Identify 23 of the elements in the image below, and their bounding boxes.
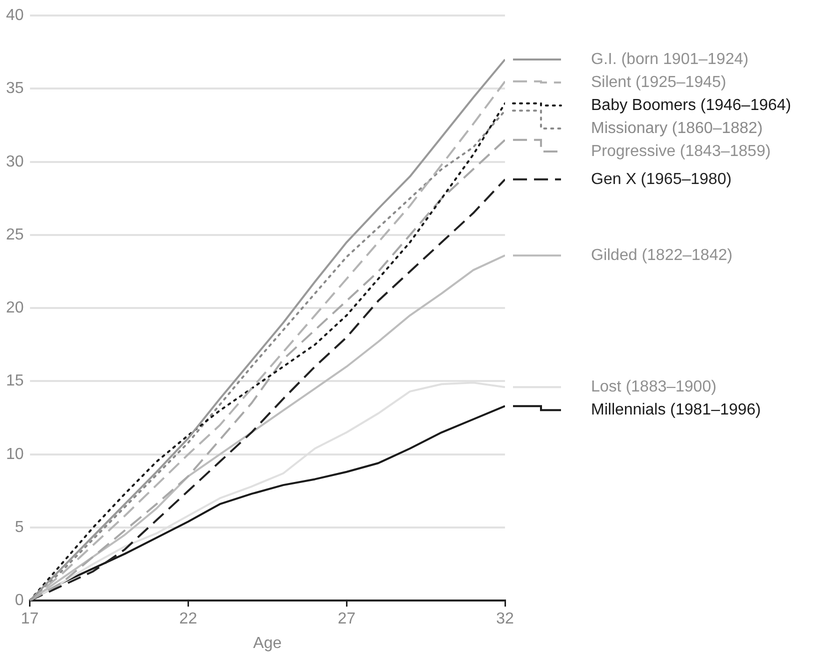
legend-label: Gilded (1822–1842) xyxy=(591,246,732,264)
x-tick-label: 17 xyxy=(20,610,39,628)
y-tick-label: 40 xyxy=(6,7,24,24)
x-axis-title: Age xyxy=(253,634,282,652)
legend-label: Gen X (1965–1980) xyxy=(591,170,732,188)
x-tick-label: 22 xyxy=(179,610,198,628)
y-tick-label: 20 xyxy=(6,300,24,317)
y-tick-label: 10 xyxy=(6,446,24,463)
legend-label: Progressive (1843–1859) xyxy=(591,142,771,160)
y-tick-label: 35 xyxy=(6,80,24,98)
legend-label: Millennials (1981–1996) xyxy=(591,401,761,418)
x-tick-label: 32 xyxy=(496,610,514,628)
legend-label: Baby Boomers (1946–1964) xyxy=(591,96,792,114)
legend-label: Lost (1883–1900) xyxy=(591,378,716,396)
y-tick-label: 15 xyxy=(6,372,24,390)
y-tick-label: 30 xyxy=(6,153,24,170)
legend-label: Silent (1925–1945) xyxy=(591,74,726,91)
x-tick-label: 27 xyxy=(338,610,356,628)
y-tick-label: 5 xyxy=(14,518,24,536)
legend-label: Missionary (1860–1882) xyxy=(591,120,763,137)
y-tick-label: 25 xyxy=(6,226,24,244)
y-tick-label: 0 xyxy=(14,592,24,610)
legend-label: G.I. (born 1901–1924) xyxy=(591,50,748,68)
